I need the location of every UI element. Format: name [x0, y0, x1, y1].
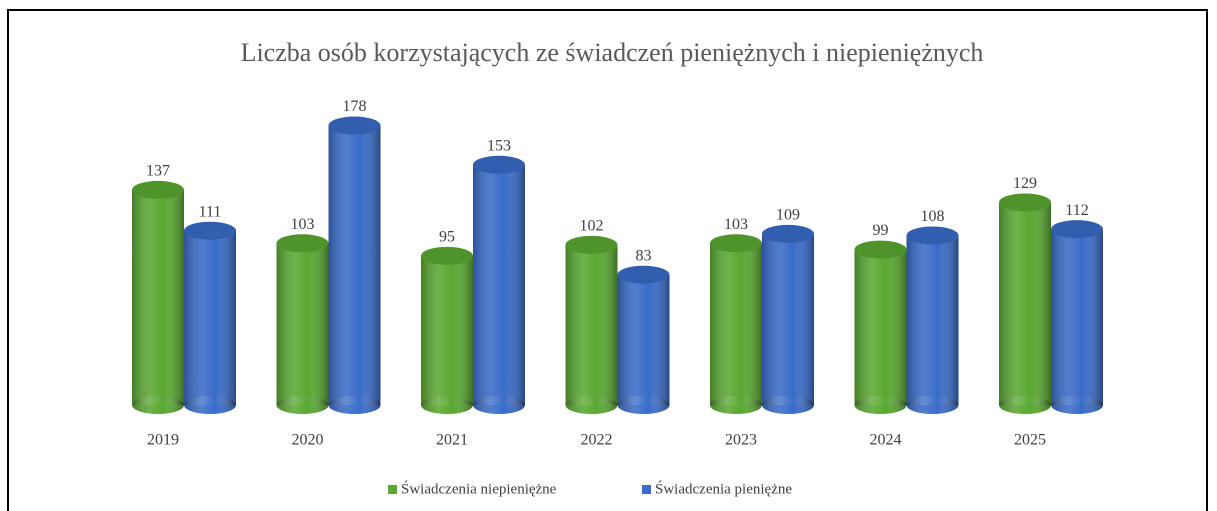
data-label: 111: [199, 203, 222, 220]
legend-swatch: [642, 485, 651, 494]
bar-top-shade: [276, 234, 329, 253]
bar-top: [617, 265, 670, 284]
bar-top: [184, 221, 236, 240]
bar-top-shade: [1051, 220, 1103, 239]
bar: [421, 246, 473, 414]
bar-top-shade: [906, 226, 959, 245]
data-label: 102: [580, 218, 604, 235]
bar-top: [999, 193, 1051, 212]
x-tick-label: 2022: [581, 432, 613, 449]
bar-top: [854, 240, 907, 259]
bar: [854, 240, 907, 414]
bar: [1051, 220, 1103, 414]
bar: [762, 224, 814, 414]
data-label: 108: [921, 208, 945, 225]
x-tick-label: 2020: [292, 432, 324, 449]
bar-body-shade: [421, 255, 473, 405]
data-label: 99: [873, 222, 889, 239]
bar: [906, 226, 959, 414]
x-tick-label: 2021: [436, 432, 468, 449]
bar-body-shade: [132, 189, 184, 405]
data-label: 178: [343, 98, 367, 115]
bar: [184, 221, 236, 414]
bar-body-shade: [710, 243, 762, 405]
bar-top-shade: [132, 180, 184, 199]
bar-top-shade: [854, 240, 907, 259]
legend-swatch: [388, 485, 397, 494]
bar-top: [1051, 220, 1103, 239]
bar-top: [276, 234, 329, 253]
bar-body-shade: [276, 243, 329, 405]
x-tick-label: 2024: [870, 432, 902, 449]
bar-body-shade: [328, 125, 381, 405]
legend-label: Świadczenia pieniężne: [655, 480, 792, 497]
bar-top-shade: [999, 193, 1051, 212]
x-tick-label: 2019: [147, 432, 179, 449]
bar-top-shade: [473, 155, 525, 174]
bar-top-shade: [328, 116, 381, 135]
data-label: 112: [1065, 202, 1088, 219]
bar-top: [473, 155, 525, 174]
data-label: 103: [724, 216, 748, 233]
bar-top: [328, 116, 381, 135]
data-label: 109: [776, 207, 800, 224]
data-label: 103: [291, 216, 315, 233]
bar-body-shade: [617, 274, 670, 405]
bar-body-shade: [565, 244, 618, 405]
bar: [473, 155, 525, 414]
bar: [565, 235, 618, 414]
x-tick-label: 2025: [1014, 432, 1046, 449]
bar-top-shade: [184, 221, 236, 240]
data-label: 83: [636, 247, 652, 264]
bar-body-shade: [999, 202, 1051, 405]
bar-top-shade: [762, 224, 814, 243]
x-tick-label: 2023: [725, 432, 757, 449]
bar-top-shade: [421, 246, 473, 265]
bar-body-shade: [762, 233, 814, 405]
bar-top-shade: [565, 235, 618, 254]
bar: [710, 234, 762, 414]
data-label: 153: [487, 137, 511, 154]
bar: [617, 265, 670, 414]
bar-top: [132, 180, 184, 199]
bar-top: [421, 246, 473, 265]
bar-body-shade: [473, 164, 525, 405]
bar-body-shade: [906, 235, 959, 405]
bar: [132, 180, 184, 414]
bar-top: [762, 224, 814, 243]
bar: [328, 116, 381, 414]
bar: [999, 193, 1051, 414]
bar-body-shade: [854, 249, 907, 405]
bar-top-shade: [710, 234, 762, 253]
bar: [276, 234, 329, 414]
legend-label: Świadczenia niepieniężne: [401, 480, 557, 497]
bar-top: [710, 234, 762, 253]
bar-body-shade: [184, 230, 236, 405]
data-label: 137: [146, 163, 170, 180]
chart-title: Liczba osób korzystających ze świadczeń …: [241, 38, 984, 67]
bar-top: [565, 235, 618, 254]
bar-top: [906, 226, 959, 245]
data-label: 129: [1013, 175, 1037, 192]
bar-body-shade: [1051, 229, 1103, 405]
bar-top-shade: [617, 265, 670, 284]
data-label: 95: [439, 229, 455, 246]
